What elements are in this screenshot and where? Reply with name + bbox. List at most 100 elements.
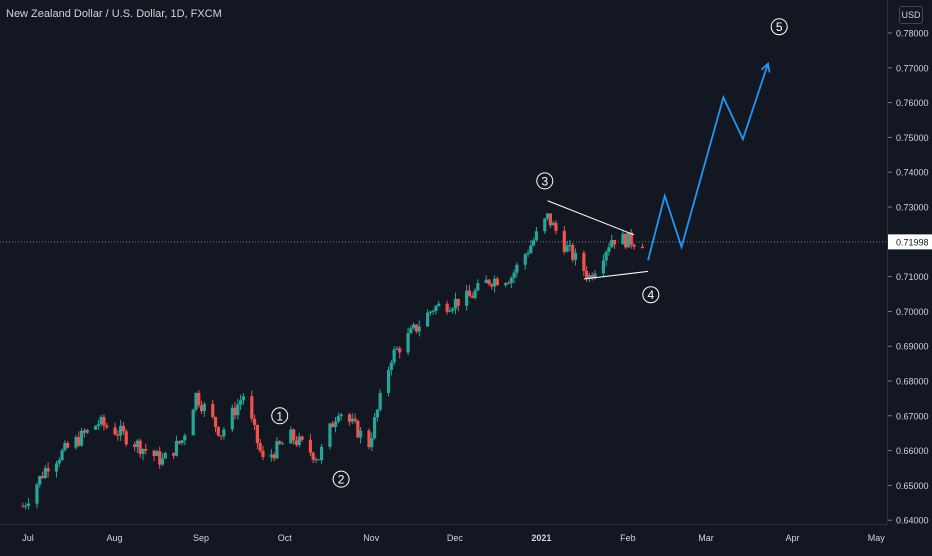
candle-down xyxy=(414,324,419,332)
chart-canvas[interactable]: 1 2 3 4 5 New Zealand Dollar / U.S. Dollar, … xyxy=(0,0,887,524)
candle-up xyxy=(297,436,301,446)
candle-down xyxy=(571,244,575,260)
candle-down xyxy=(172,452,176,456)
candle-up xyxy=(160,458,165,465)
wave-label-1[interactable]: 1 xyxy=(271,407,289,425)
candle-down xyxy=(562,230,566,252)
candle-up xyxy=(395,348,399,350)
candle-down xyxy=(272,454,276,459)
candle-down xyxy=(554,222,558,231)
candle-up xyxy=(96,424,100,426)
currency-button[interactable]: USD xyxy=(899,6,923,24)
wave-circle xyxy=(770,18,788,36)
symbol-title[interactable]: New Zealand Dollar / U.S. Dollar, 1D, FX… xyxy=(6,8,222,20)
candle-up xyxy=(370,438,374,448)
candle-up xyxy=(336,416,340,422)
candle-up xyxy=(222,429,226,437)
wave-label-2[interactable]: 2 xyxy=(332,470,350,488)
time-axis[interactable]: Jul Aug Sep Oct Nov Dec 2021 Feb Mar Apr May xyxy=(0,524,887,551)
projection-path[interactable] xyxy=(647,63,769,261)
price-axis-scale: 0.78000 0.77000 0.76000 0.75000 0.74000 0.730… xyxy=(888,29,932,526)
wave-circle xyxy=(642,286,660,304)
candle-up xyxy=(610,239,614,248)
candle-down xyxy=(211,403,215,418)
candle-up xyxy=(339,414,343,417)
candle-down xyxy=(331,423,335,428)
candle-up xyxy=(319,446,324,461)
candle-up xyxy=(512,272,516,278)
time-label: May xyxy=(868,533,886,543)
candle-up xyxy=(545,213,550,219)
candle-down xyxy=(199,405,204,412)
candle-down xyxy=(347,414,352,422)
candle-up xyxy=(378,392,382,410)
candle-down xyxy=(629,232,633,245)
price-tick-label: 0.76000 xyxy=(896,98,929,108)
time-label: Sep xyxy=(193,533,209,543)
candle-up xyxy=(593,273,597,279)
triangle-lower-line[interactable] xyxy=(583,270,649,280)
candle-down xyxy=(292,429,296,441)
candle-up xyxy=(280,443,285,445)
candle-up xyxy=(431,310,435,312)
candle-up xyxy=(26,503,31,506)
candle-down xyxy=(278,441,282,444)
candle-up xyxy=(565,245,569,252)
candle-up xyxy=(241,396,246,401)
candle-down xyxy=(640,246,645,249)
price-tick-label: 0.66000 xyxy=(896,446,929,456)
candle-up xyxy=(484,279,488,283)
candle-up xyxy=(239,400,243,405)
candle-down xyxy=(40,475,45,478)
candle-up xyxy=(79,430,84,446)
candle-down xyxy=(495,278,499,286)
candle-up xyxy=(93,425,98,430)
candle-up xyxy=(236,404,240,416)
candle-up xyxy=(425,312,430,327)
price-tick-label: 0.75000 xyxy=(896,133,929,143)
candle-up xyxy=(607,247,611,252)
time-label: Oct xyxy=(278,533,293,543)
wave-label-4[interactable]: 4 xyxy=(642,286,660,304)
candle-down xyxy=(445,303,449,312)
candle-up xyxy=(389,362,393,371)
candle-down xyxy=(250,396,254,419)
candle-up xyxy=(523,254,527,265)
candle-up xyxy=(568,244,572,246)
candle-up xyxy=(473,290,477,298)
candle-up xyxy=(412,324,416,329)
wave-label-3[interactable]: 3 xyxy=(536,172,554,190)
candle-up xyxy=(155,451,159,456)
candle-up xyxy=(328,423,332,447)
candle-down xyxy=(612,239,617,245)
candle-up xyxy=(437,303,441,307)
candle-up xyxy=(38,475,42,485)
candle-down xyxy=(133,444,137,447)
time-label: Dec xyxy=(447,533,464,543)
time-label: Aug xyxy=(106,533,122,543)
candle-down xyxy=(105,425,109,428)
price-tick-label: 0.65000 xyxy=(896,481,929,491)
candle-up xyxy=(573,252,578,260)
candle-up xyxy=(230,407,234,430)
price-axis[interactable]: 0.78000 0.77000 0.76000 0.75000 0.74000 0.730… xyxy=(887,0,932,526)
candle-down xyxy=(82,430,86,433)
candle-up xyxy=(543,218,547,232)
candle-up xyxy=(529,245,533,254)
candle-down xyxy=(353,418,357,421)
candle-up xyxy=(621,233,625,245)
time-label: Mar xyxy=(698,533,714,543)
candle-up xyxy=(509,277,513,284)
candle-down xyxy=(233,407,237,416)
candle-up xyxy=(626,232,631,248)
last-price-tag xyxy=(888,234,932,250)
candle-up xyxy=(194,392,198,410)
triangle-upper-line[interactable] xyxy=(547,200,635,236)
time-label: Apr xyxy=(786,533,800,543)
wave-label-5[interactable]: 5 xyxy=(770,18,788,36)
candle-up xyxy=(451,308,455,311)
candle-down xyxy=(255,425,259,444)
candle-down xyxy=(152,450,156,456)
price-chart[interactable]: 1 2 3 4 5 xyxy=(0,0,887,524)
candle-up xyxy=(434,306,438,311)
